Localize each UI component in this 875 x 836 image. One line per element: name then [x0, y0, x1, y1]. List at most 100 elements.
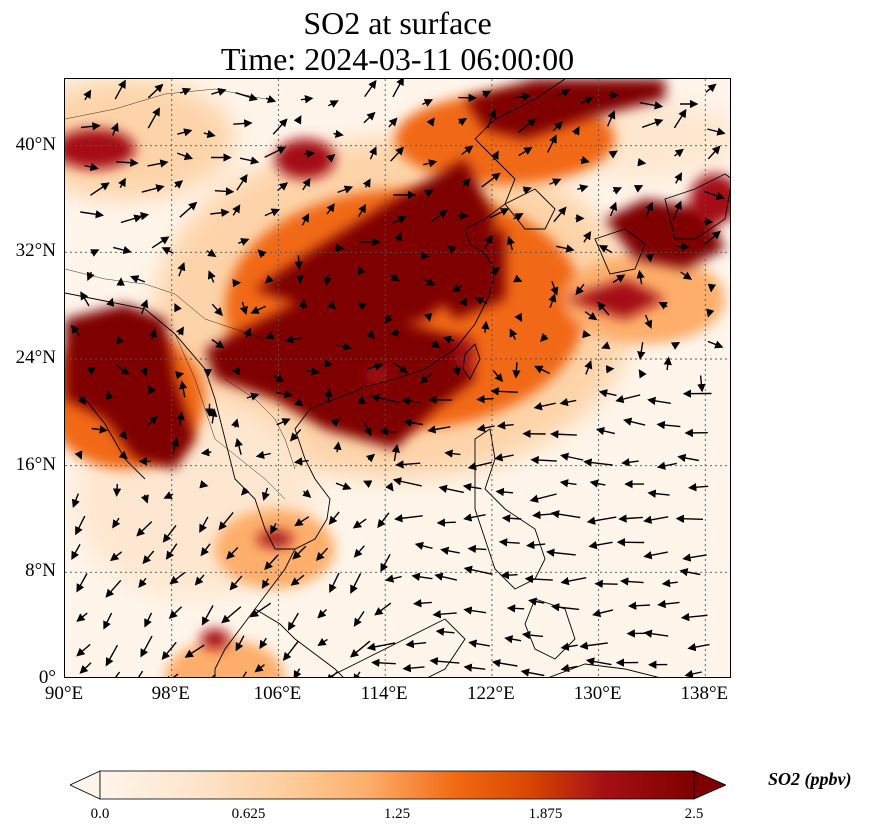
wind-arrow [106, 297, 115, 307]
wind-arrow [423, 312, 433, 322]
wind-arrow [414, 541, 433, 550]
wind-arrow [300, 95, 314, 104]
wind-arrow [680, 271, 693, 280]
wind-arrow [638, 369, 647, 379]
wind-arrow [377, 512, 390, 529]
wind-arrow [90, 249, 100, 257]
wind-arrow [350, 573, 362, 594]
wind-arrow [259, 637, 268, 650]
wind-arrow [423, 277, 436, 286]
wind-arrow [176, 152, 194, 160]
wind-arrow [369, 146, 377, 160]
wind-arrow [612, 274, 626, 284]
wind-arrow [476, 394, 494, 404]
colorbar-label: SO2 (ppbv) [768, 769, 852, 789]
wind-arrow [203, 129, 216, 139]
wind-arrow [282, 640, 299, 662]
wind-arrow [487, 109, 497, 129]
wind-arrow [298, 298, 308, 310]
wind-arrow [325, 671, 338, 677]
wind-arrow [501, 514, 522, 523]
wind-arrow [139, 366, 148, 377]
wind-arrow [494, 453, 514, 462]
wind-arrow [290, 574, 305, 586]
wind-arrow [365, 453, 376, 463]
colorbar-extend-max [693, 770, 727, 800]
colorbar-gradient [99, 770, 695, 800]
wind-arrow [675, 514, 704, 523]
wind-arrow [674, 148, 684, 158]
wind-arrow [392, 477, 422, 487]
wind-arrow [474, 296, 488, 305]
wind-arrow [429, 657, 460, 666]
wind-arrow [231, 418, 240, 428]
wind-arrow [426, 117, 435, 127]
wind-arrow [392, 79, 404, 98]
wind-arrow [403, 418, 423, 427]
wind-arrow [644, 314, 653, 329]
wind-arrow [641, 118, 664, 128]
wind-arrow [323, 274, 332, 287]
wind-arrow [184, 644, 205, 658]
map-time-subtitle: Time: 2024-03-11 06:00:00 [220, 41, 575, 77]
wind-arrow [687, 642, 710, 652]
wind-arrow [550, 280, 559, 296]
wind-arrow [598, 389, 617, 398]
wind-arrow [707, 145, 721, 160]
wind-arrow [707, 340, 724, 349]
lon-tick-label: 138°E [680, 683, 729, 704]
wind-arrow [370, 393, 400, 404]
wind-arrow [440, 546, 460, 555]
wind-arrow [656, 461, 677, 470]
wind-arrow [394, 231, 403, 243]
wind-arrow [462, 482, 482, 492]
wind-arrow [463, 606, 487, 615]
wind-arrow [517, 118, 537, 133]
wind-arrow [550, 510, 581, 519]
wind-arrow [147, 83, 164, 99]
wind-arrow [90, 182, 110, 196]
wind-arrow [80, 122, 101, 131]
wind-arrow [468, 639, 490, 648]
colorbar-tick-label: 0.0 [90, 806, 110, 822]
wind-arrow [357, 203, 367, 217]
wind-arrow [647, 396, 671, 406]
wind-arrow [328, 100, 339, 108]
wind-arrow [390, 146, 405, 162]
wind-arrow [657, 599, 680, 609]
wind-arrow [257, 249, 267, 259]
wind-arrow [164, 673, 179, 677]
wind-arrow [327, 300, 337, 310]
wind-arrow [452, 365, 461, 377]
wind-arrow [112, 483, 122, 497]
wind-arrow [294, 255, 303, 270]
lat-tick-label: 16°N [15, 453, 56, 475]
country-borders [65, 88, 296, 500]
wind-arrow [534, 365, 551, 375]
wind-arrow [77, 394, 87, 406]
wind-arrow [388, 117, 398, 128]
wind-arrow [168, 606, 183, 619]
wind-arrow [83, 89, 92, 101]
wind-arrow [110, 122, 119, 136]
wind-arrow [582, 329, 592, 339]
wind-arrow [490, 387, 518, 396]
wind-arrow [645, 201, 654, 217]
wind-arrow [175, 371, 185, 380]
wind-arrow [240, 486, 250, 496]
wind-arrow [579, 641, 608, 650]
wind-arrow [529, 493, 557, 503]
wind-arrow [76, 643, 91, 657]
wind-arrow [103, 612, 113, 630]
wind-arrow [294, 516, 310, 527]
wind-arrow [371, 658, 396, 668]
wind-arrow [272, 118, 288, 135]
wind-arrow [463, 663, 486, 672]
wind-arrow [697, 375, 706, 393]
wind-arrow [637, 158, 647, 167]
wind-arrow [707, 283, 717, 293]
wind-arrow [550, 430, 577, 439]
wind-arrow [211, 303, 223, 317]
wind-arrow [238, 238, 250, 246]
lon-tick-label: 90°E [44, 683, 84, 704]
